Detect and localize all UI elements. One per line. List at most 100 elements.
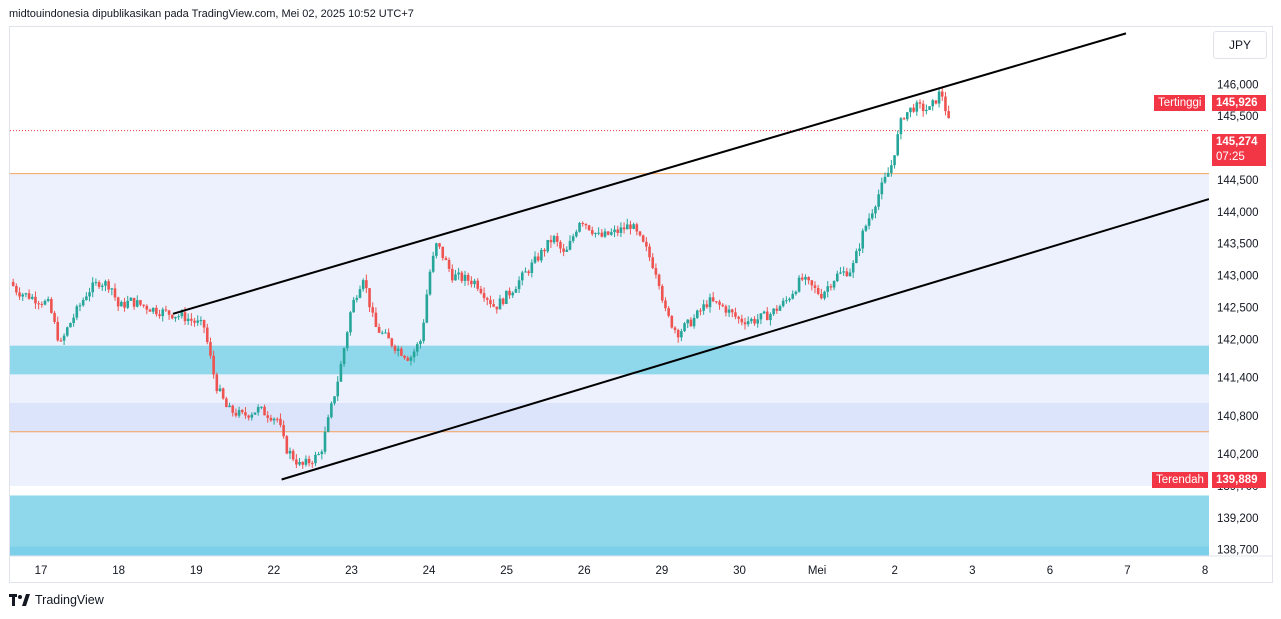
candle-179 — [581, 221, 585, 227]
candle-64 — [215, 372, 219, 394]
time-tick-9: 30 — [733, 565, 746, 577]
candle-252 — [813, 281, 817, 294]
candle-46 — [158, 309, 161, 319]
candle-40 — [139, 299, 142, 307]
candle-221 — [715, 301, 718, 304]
candle-91 — [301, 461, 305, 469]
candle-39 — [135, 295, 139, 308]
candle-158 — [514, 286, 518, 293]
candle-117 — [384, 329, 387, 334]
candle-251 — [810, 279, 814, 291]
candle-130 — [425, 289, 429, 324]
candle-55 — [186, 313, 190, 325]
candle-112 — [368, 288, 371, 313]
price-tick-10: 140,800 — [1217, 411, 1259, 423]
candle-278 — [896, 130, 900, 157]
candle-168 — [546, 239, 550, 254]
candle-132 — [431, 251, 435, 273]
candle-141 — [460, 270, 464, 284]
candle-81 — [269, 414, 273, 423]
candle-243 — [785, 296, 788, 304]
price-axis-bg — [1209, 27, 1272, 556]
currency-selector[interactable]: JPY — [1213, 31, 1267, 59]
candle-192 — [622, 222, 626, 234]
candle-219 — [708, 293, 712, 313]
candle-110 — [361, 278, 365, 292]
candle-161 — [524, 267, 527, 273]
candle-186 — [603, 228, 607, 239]
candle-52 — [177, 314, 180, 320]
candle-142 — [463, 270, 467, 286]
candle-87 — [288, 447, 292, 460]
candle-268 — [864, 224, 868, 233]
candle-229 — [740, 314, 744, 326]
candle-4 — [24, 292, 28, 298]
candle-42 — [145, 304, 149, 315]
candle-79 — [263, 404, 266, 416]
candle-10 — [43, 299, 47, 306]
candle-250 — [807, 276, 810, 285]
candle-123 — [403, 354, 406, 360]
candle-34 — [120, 300, 123, 307]
candle-194 — [629, 220, 632, 235]
candle-226 — [730, 308, 734, 318]
candle-28 — [100, 283, 104, 291]
price-tick-2: 145,500 — [1217, 111, 1259, 123]
candle-173 — [562, 243, 565, 257]
candle-259 — [835, 270, 839, 283]
candles-layer — [11, 86, 950, 469]
candle-43 — [148, 308, 152, 312]
candle-47 — [161, 307, 165, 322]
candle-15 — [59, 337, 63, 342]
candle-264 — [851, 260, 855, 278]
candle-227 — [734, 307, 737, 320]
candle-291 — [937, 87, 941, 108]
candle-174 — [565, 246, 569, 253]
footer-brand[interactable]: TradingView — [9, 593, 104, 607]
candle-262 — [845, 267, 849, 277]
candle-171 — [555, 232, 559, 247]
time-tick-2: 19 — [190, 565, 203, 577]
candle-17 — [65, 326, 69, 337]
candle-49 — [167, 309, 171, 320]
candle-93 — [307, 455, 311, 467]
candle-97 — [320, 449, 324, 460]
candle-31 — [110, 287, 114, 296]
candle-280 — [902, 117, 906, 121]
candle-196 — [635, 222, 639, 236]
candle-139 — [454, 269, 457, 281]
price-tick-3: 144,500 — [1217, 175, 1259, 187]
candle-286 — [921, 100, 925, 117]
candle-216 — [699, 308, 702, 316]
candle-59 — [199, 316, 203, 326]
candle-143 — [466, 272, 470, 286]
candle-275 — [886, 167, 890, 177]
chart-frame — [9, 26, 1273, 583]
candle-38 — [132, 297, 136, 310]
candle-119 — [390, 337, 394, 348]
candle-244 — [788, 297, 791, 303]
candle-90 — [298, 457, 301, 467]
candle-292 — [940, 86, 944, 101]
candle-133 — [435, 242, 438, 259]
candle-281 — [905, 112, 909, 122]
candle-66 — [221, 387, 225, 400]
candle-172 — [559, 240, 562, 254]
candle-115 — [377, 323, 381, 334]
candle-211 — [683, 322, 686, 332]
current-price-value: 145,274 — [1216, 136, 1258, 148]
candle-293 — [944, 91, 947, 116]
candle-129 — [422, 319, 425, 344]
candle-166 — [540, 247, 543, 263]
candle-118 — [387, 328, 390, 339]
candle-26 — [94, 278, 98, 286]
candle-220 — [711, 291, 715, 303]
candle-204 — [660, 284, 664, 303]
price-tick-1: 146,000 — [1217, 79, 1259, 91]
candle-260 — [839, 267, 842, 275]
candle-222 — [718, 299, 721, 310]
candle-60 — [202, 319, 206, 334]
levels-layer — [10, 130, 1209, 433]
candle-51 — [174, 316, 177, 322]
